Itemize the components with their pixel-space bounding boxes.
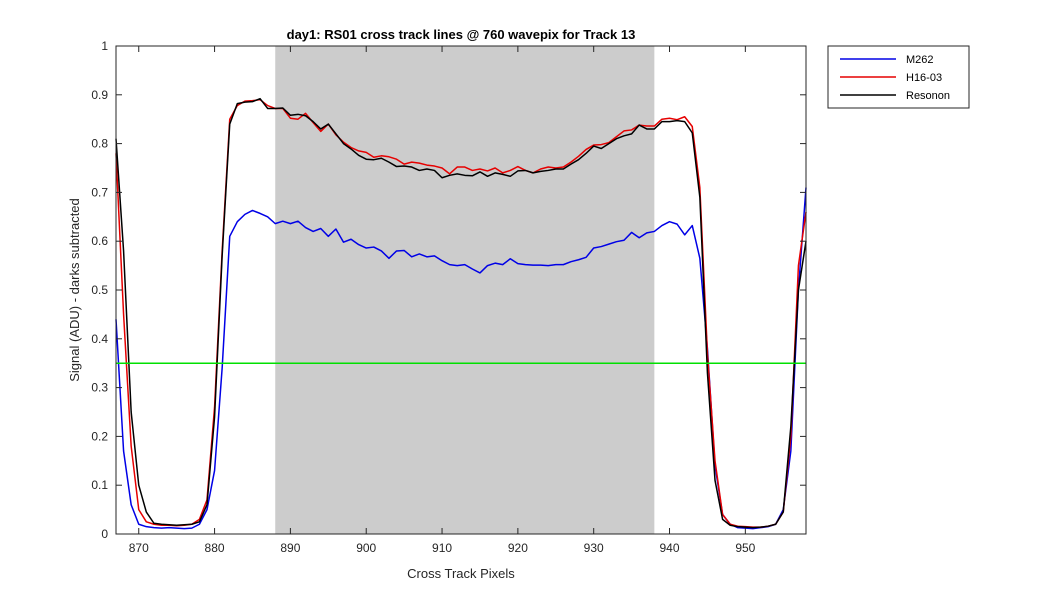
x-tick-label: 870 — [129, 541, 149, 555]
shaded-region — [275, 46, 655, 534]
y-tick-label: 0.8 — [91, 137, 108, 151]
legend-items: M262 H16-03 Resonon — [840, 54, 950, 102]
x-tick-label: 880 — [205, 541, 225, 555]
y-tick-label: 0.3 — [91, 381, 108, 395]
x-tick-label: 910 — [432, 541, 452, 555]
x-tick-label: 890 — [280, 541, 300, 555]
y-axis-label: Signal (ADU) - darks subtracted — [67, 198, 82, 382]
legend-label-resonon: Resonon — [906, 90, 950, 102]
legend: M262 H16-03 Resonon — [827, 45, 970, 109]
y-tick-label: 0.9 — [91, 88, 108, 102]
x-tick-label: 900 — [356, 541, 376, 555]
series-line-m262 — [115, 187, 807, 530]
x-tick-label: 920 — [508, 541, 528, 555]
y-tick-label: 0.2 — [91, 429, 108, 443]
y-tick-label: 0 — [101, 527, 108, 541]
y-tick-label: 0.7 — [91, 185, 108, 199]
x-axis: 870 880 890 900 910 920 930 940 950 — [129, 46, 756, 555]
y-axis: 0 0.1 0.2 0.3 0.4 0.5 0.6 0.7 0.8 0.9 1 — [91, 39, 806, 541]
x-axis-label: Cross Track Pixels — [407, 566, 515, 581]
legend-label-h16-03: H16-03 — [906, 72, 942, 84]
y-tick-label: 0.5 — [91, 283, 108, 297]
x-tick-label: 930 — [584, 541, 604, 555]
y-tick-label: 0.1 — [91, 478, 108, 492]
legend-label-m262: M262 — [906, 54, 934, 66]
x-tick-label: 950 — [735, 541, 755, 555]
x-tick-label: 940 — [660, 541, 680, 555]
shaded-region-layer — [275, 46, 655, 534]
series-line-h16-03 — [115, 98, 807, 528]
y-tick-label: 1 — [101, 39, 108, 53]
chart-title: day1: RS01 cross track lines @ 760 wavep… — [287, 27, 636, 42]
series-line-resonon — [115, 97, 807, 529]
y-tick-label: 0.4 — [91, 332, 108, 346]
y-tick-label: 0.6 — [91, 234, 108, 248]
series-layer — [115, 97, 807, 530]
